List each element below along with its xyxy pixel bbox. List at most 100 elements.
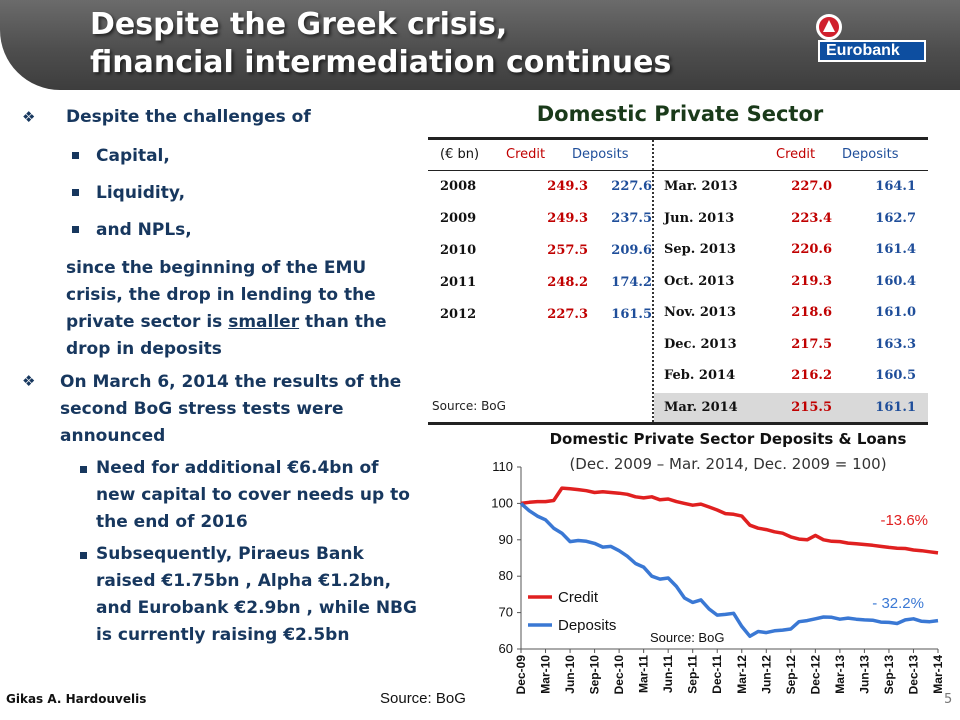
table-cell-deposits: 161.4	[875, 242, 916, 257]
diamond-bullet-icon: ❖	[22, 108, 36, 126]
x-tick-label: Mar-14	[931, 655, 945, 694]
table-cell-deposits: 174.2	[611, 275, 652, 290]
para-text-post: than the drop in deposits	[66, 312, 387, 359]
table-row-month: Oct. 2013	[664, 273, 735, 289]
page-number: 5	[944, 692, 953, 707]
legend-label-deposits: Deposits	[558, 617, 616, 634]
table-row-month: Feb. 2014	[664, 368, 736, 383]
table-row-year: 2011	[440, 275, 477, 290]
table-row-month: Jun. 2013	[664, 210, 735, 226]
table-cell-deposits: 164.1	[875, 179, 916, 194]
logo-text: Eurobank	[818, 40, 926, 62]
table-cell-deposits: 162.7	[875, 210, 916, 226]
table-cell-credit: 217.5	[791, 336, 832, 352]
footer-source: Source: BoG	[380, 690, 466, 707]
table-cell-credit: 249.3	[547, 179, 588, 194]
x-tick-label: Dec-13	[906, 655, 920, 695]
table-row-month: Nov. 2013	[664, 305, 737, 320]
chart-title: Domestic Private Sector Deposits & Loans	[549, 430, 907, 448]
square-bullet-icon	[72, 189, 79, 196]
sub-npls: and NPLs,	[96, 220, 192, 240]
table-cell-credit: 248.2	[547, 275, 588, 290]
x-tick-label: Mar-11	[637, 655, 651, 693]
table-cell-credit: 249.3	[547, 211, 588, 226]
table-cell-deposits: 160.5	[875, 368, 916, 383]
square-bullet-icon	[72, 152, 79, 159]
y-tick-label: 110	[492, 459, 513, 474]
table-divider	[652, 140, 654, 422]
x-tick-label: Dec-11	[710, 655, 724, 694]
table-cell-deposits: 163.3	[875, 336, 916, 352]
x-tick-label: Sep-10	[588, 655, 602, 695]
eurobank-logo-icon	[816, 14, 842, 40]
x-tick-label: Dec-10	[612, 655, 626, 695]
table-title: Domestic Private Sector	[536, 102, 824, 126]
table-row-year: 2010	[440, 243, 477, 258]
x-tick-label: Sep-12	[784, 655, 798, 695]
table-cell-deposits: 161.0	[875, 305, 916, 320]
series-line-deposits	[519, 502, 939, 639]
credit-change-label: -13.6%	[880, 512, 928, 529]
table-header-credit-2: Credit	[776, 147, 816, 162]
x-tick-label: Dec-09	[514, 655, 528, 695]
square-bullet-icon	[80, 552, 87, 559]
bullet-stress-tests: On March 6, 2014 the results of the seco…	[60, 372, 402, 446]
x-tick-label: Sep-13	[882, 655, 896, 695]
table-cell-deposits: 160.4	[875, 273, 916, 289]
table-cell-credit: 219.3	[791, 273, 832, 289]
table-row-month: Dec. 2013	[664, 336, 737, 352]
chart-subtitle: (Dec. 2009 – Mar. 2014, Dec. 2009 = 100)	[569, 455, 887, 473]
table-cell-deposits: 227.6	[611, 179, 652, 194]
header-bar	[0, 0, 960, 90]
table-highlight-row	[654, 393, 928, 422]
y-tick-label: 60	[499, 641, 513, 656]
table-cell-deposits: 161.1	[875, 399, 916, 415]
table-header-deposits-2: Deposits	[842, 147, 899, 162]
table-bottom-rule	[428, 422, 928, 425]
sub-capital: Capital,	[96, 146, 170, 166]
x-tick-label: Mar-13	[833, 655, 847, 694]
table-cell-credit: 220.6	[791, 242, 832, 257]
x-tick-label: Jun-10	[563, 655, 577, 694]
x-tick-label: Jun-11	[661, 655, 675, 693]
bullet-challenges: Despite the challenges of	[66, 107, 311, 127]
y-tick-label: 70	[499, 605, 513, 620]
y-tick-label: 80	[499, 568, 513, 583]
title-line-2: financial intermediation continues	[90, 45, 672, 80]
deposits-change-label: - 32.2%	[872, 595, 924, 612]
x-tick-label: Jun-13	[857, 655, 871, 694]
y-tick-label: 100	[491, 495, 513, 510]
table-cell-deposits: 209.6	[611, 243, 652, 258]
x-tick-label: Mar-10	[539, 655, 553, 694]
table-row-year: 2008	[440, 179, 477, 194]
table-cell-credit: 227.3	[547, 307, 588, 322]
para-underlined: smaller	[228, 312, 300, 332]
table-row-month: Mar. 2014	[664, 399, 738, 415]
table-cell-credit: 223.4	[791, 210, 832, 226]
table-cell-credit: 215.5	[791, 399, 832, 415]
table-row-month: Mar. 2013	[664, 179, 738, 194]
table-row-year: 2012	[440, 307, 477, 322]
legend-label-credit: Credit	[558, 589, 599, 606]
square-bullet-icon	[72, 226, 79, 233]
x-tick-label: Mar-12	[735, 655, 749, 694]
diamond-bullet-icon: ❖	[22, 372, 36, 390]
table-row-year: 2009	[440, 211, 477, 226]
table-source: Source: BoG	[432, 399, 506, 413]
table-header-credit: Credit	[506, 147, 546, 162]
table-cell-credit: 218.6	[791, 305, 832, 320]
square-bullet-icon	[80, 466, 87, 473]
table-header-unit: (€ bn)	[440, 147, 480, 162]
table-cell-deposits: 161.5	[611, 307, 652, 322]
table-header-deposits: Deposits	[572, 147, 629, 162]
data-table: (€ bn) Credit Deposits Credit Deposits S…	[428, 137, 928, 425]
chart-source: Source: BoG	[650, 630, 724, 645]
table-top-rule	[428, 137, 928, 140]
deposits-loans-chart: 60 70 80 90 100 110 Dec-09 Mar-10 Jun-10 Sep-10 De…	[491, 459, 945, 695]
title-line-1: Despite the Greek crisis,	[90, 7, 508, 42]
para-text-pre: since the beginning of the EMU crisis, t…	[66, 258, 376, 332]
table-cell-credit: 216.2	[791, 368, 832, 383]
lending-paragraph: since the beginning of the EMU crisis, t…	[66, 255, 406, 363]
table-cell-credit: 227.0	[791, 179, 832, 194]
author-name: Gikas A. Hardouvelis	[6, 692, 147, 706]
